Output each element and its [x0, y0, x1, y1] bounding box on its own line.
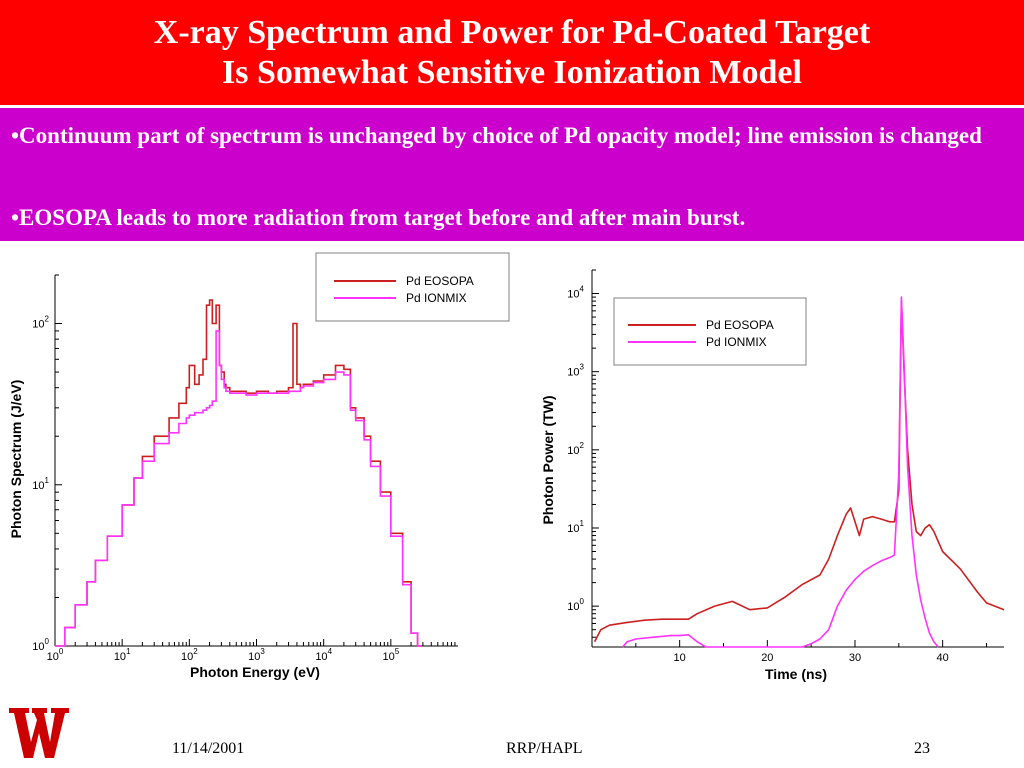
x-tick-label: 10: [674, 652, 686, 664]
slide-title-line1: X-ray Spectrum and Power for Pd-Coated T…: [153, 14, 871, 51]
footer-center: RRP/HAPL: [506, 740, 583, 757]
legend-label-eosopa: Pd EOSOPA: [406, 274, 474, 288]
bullet-1: •Continuum part of spectrum is unchanged…: [11, 123, 982, 148]
x-tick-label: 101: [114, 647, 131, 663]
power-series: [593, 296, 1005, 648]
power-x-axis-label: Time (ns): [765, 666, 827, 682]
x-tick-label: 105: [382, 647, 399, 663]
legend-label-ionmix: Pd IONMIX: [706, 335, 767, 349]
y-tick-label: 102: [32, 315, 49, 331]
power-axes: 10 20 30 40 100 101 102 103 104: [567, 269, 1004, 664]
power-legend: Pd EOSOPA Pd IONMIX: [613, 297, 807, 366]
power-chart: 10 20 30 40 100 101 102 103 104 Time (ns) Photon…: [540, 269, 1005, 682]
power-y-axis-label: Photon Power (TW): [540, 395, 556, 524]
series-line-ionmix: [622, 296, 939, 648]
y-tick-label: 101: [32, 476, 49, 492]
x-tick-label: 40: [937, 652, 949, 664]
y-tick-label: 103: [567, 363, 584, 379]
spectrum-series: [55, 299, 422, 647]
x-tick-label: 30: [849, 652, 861, 664]
spectrum-axes: 100 101 102 103 104 105 100 101 102: [32, 274, 458, 663]
y-tick-label: 102: [567, 441, 584, 457]
university-logo-icon: [9, 708, 69, 758]
y-tick-label: 101: [567, 519, 584, 535]
legend-label-eosopa: Pd EOSOPA: [706, 318, 774, 332]
series-line-ionmix: [55, 330, 422, 647]
x-tick-label: 100: [47, 647, 64, 663]
footer-date: 11/14/2001: [172, 740, 245, 757]
title-bar: X-ray Spectrum and Power for Pd-Coated T…: [0, 0, 1024, 107]
series-line-eosopa: [593, 300, 1005, 643]
y-tick-label: 100: [32, 637, 49, 653]
bullet-box: •Continuum part of spectrum is unchanged…: [0, 108, 1024, 241]
spectrum-chart: 100 101 102 103 104 105 100 101 102 Photon Energ…: [8, 252, 510, 680]
legend-label-ionmix: Pd IONMIX: [406, 291, 467, 305]
bullet-2: •EOSOPA leads to more radiation from tar…: [11, 205, 746, 230]
footer-page-number: 23: [914, 740, 930, 757]
x-tick-label: 102: [181, 647, 198, 663]
y-tick-label: 104: [567, 285, 584, 301]
x-tick-label: 104: [315, 647, 332, 663]
spectrum-y-axis-label: Photon Spectrum (J/eV): [8, 380, 24, 539]
x-tick-label: 20: [761, 652, 773, 664]
x-tick-label: 103: [248, 647, 265, 663]
slide-title-line2: Is Somewhat Sensitive Ionization Model: [222, 54, 802, 91]
y-tick-label: 100: [567, 597, 584, 613]
series-line-eosopa: [55, 299, 422, 647]
spectrum-legend: Pd EOSOPA Pd IONMIX: [315, 252, 510, 322]
spectrum-x-axis-label: Photon Energy (eV): [190, 664, 320, 680]
